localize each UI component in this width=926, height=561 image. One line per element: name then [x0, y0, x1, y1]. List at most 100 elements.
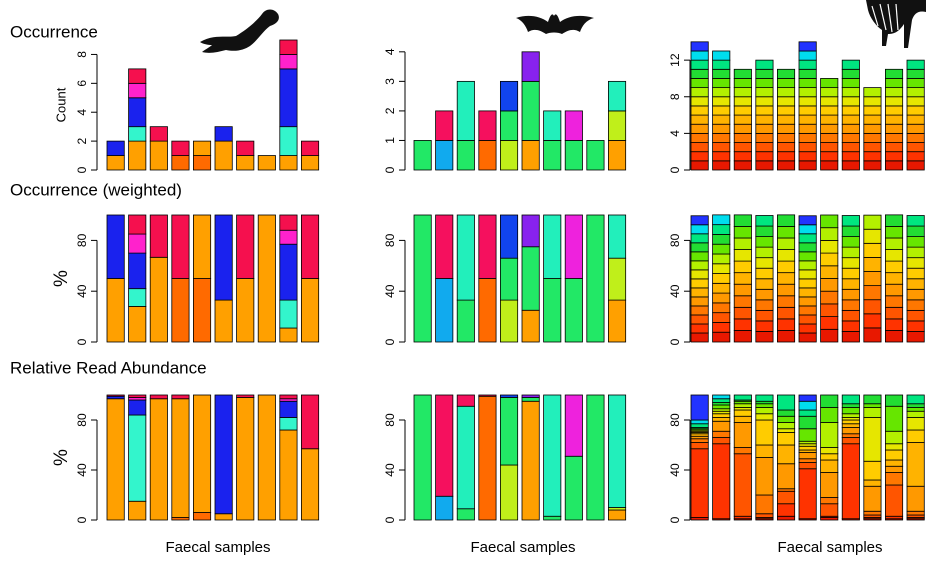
bar-segment [907, 279, 924, 290]
y-tick-label: 2 [383, 107, 397, 114]
bar-segment [280, 395, 297, 399]
y-tick-label: 80 [383, 413, 397, 427]
bar-segment [799, 459, 816, 463]
bar-segment [777, 250, 794, 262]
bar-segment [193, 156, 210, 170]
bar-segment [713, 60, 730, 69]
bar-segment [608, 395, 625, 508]
bar-segment [713, 225, 730, 235]
bar-segment [756, 115, 773, 124]
bar-segment [479, 215, 496, 279]
bar-segment [691, 324, 708, 333]
bar-segment [713, 234, 730, 244]
bar-segment [864, 286, 881, 300]
bar-segment [799, 51, 816, 60]
bar-segment [864, 124, 881, 133]
bar-segment [713, 274, 730, 284]
bar-segment [864, 272, 881, 286]
y-tick-label: 40 [383, 463, 397, 477]
bar-segment [864, 229, 881, 243]
bar-segment [691, 333, 708, 342]
bar-segment [907, 430, 924, 443]
bar-segment [799, 270, 816, 279]
bar-segment [777, 97, 794, 106]
bar-segment [756, 420, 773, 445]
bar-segment [864, 486, 881, 511]
bar-segment [734, 307, 751, 319]
bar-segment [544, 215, 561, 279]
bar-segment [237, 395, 254, 398]
bar-segment [713, 215, 730, 225]
bar-segment [756, 216, 773, 227]
bar-segment [691, 443, 708, 449]
bar-segment [864, 215, 881, 229]
bar-segment [756, 143, 773, 152]
bar-segment [713, 418, 730, 422]
bar-segment [587, 140, 604, 170]
bar-segment [821, 124, 838, 133]
bar-segment [713, 313, 730, 323]
bar-segment [237, 156, 254, 170]
bar-segment [479, 395, 496, 396]
bar-segment [756, 445, 773, 458]
bar-segment [907, 289, 924, 300]
bar-segment [691, 449, 708, 518]
bar-segment [713, 97, 730, 106]
bar-segment [842, 133, 859, 142]
bar-segment [864, 408, 881, 418]
bar-segment [799, 69, 816, 78]
bar-segment [907, 258, 924, 269]
bar-segment [821, 498, 838, 504]
bar-segment [691, 161, 708, 170]
bar-segment [691, 152, 708, 161]
bar-segment [301, 395, 318, 449]
panel-title: Relative Read Abundance [10, 358, 207, 377]
bar-segment [907, 143, 924, 152]
bar-segment [907, 395, 924, 404]
bar-segment [713, 264, 730, 274]
bar-segment [522, 140, 539, 170]
bar-segment [907, 268, 924, 279]
bar-segment [150, 395, 167, 399]
bar-segment [301, 215, 318, 279]
bar-segment [756, 69, 773, 78]
bar-segment [500, 300, 517, 342]
bar-segment [713, 303, 730, 313]
bar-segment [258, 395, 275, 520]
y-axis-label: % [51, 449, 72, 466]
bar-segment [799, 225, 816, 234]
y-tick-label: 0 [75, 166, 89, 173]
bar-segment [107, 156, 124, 170]
bar-segment [713, 124, 730, 133]
bar-segment [301, 449, 318, 520]
bar-segment [734, 88, 751, 97]
bar-segment [691, 143, 708, 152]
bar-segment [885, 273, 902, 285]
bar-segment [842, 115, 859, 124]
bar-segment [734, 69, 751, 78]
bar-segment [907, 418, 924, 431]
bar-segment [885, 133, 902, 142]
bar-segment [756, 133, 773, 142]
bar-segment [821, 408, 838, 423]
bar-segment [691, 395, 708, 420]
bar-segment [864, 106, 881, 115]
y-tick-label: 80 [668, 233, 682, 247]
y-tick-label: 40 [668, 463, 682, 477]
bar-segment [734, 261, 751, 273]
bar-segment [842, 408, 859, 414]
bar-segment [864, 511, 881, 515]
bar-segment [907, 161, 924, 170]
bar-segment [756, 78, 773, 87]
bar-segment [193, 215, 210, 279]
bar-segment [713, 444, 730, 519]
bar-segment [280, 230, 297, 244]
bar-segment [777, 226, 794, 238]
bar-segment [734, 416, 751, 422]
bar-segment [799, 60, 816, 69]
bar-segment [734, 161, 751, 170]
bar-segment [500, 215, 517, 258]
bar-segment [280, 40, 297, 54]
bar-segment [777, 296, 794, 308]
bar-segment [691, 78, 708, 87]
